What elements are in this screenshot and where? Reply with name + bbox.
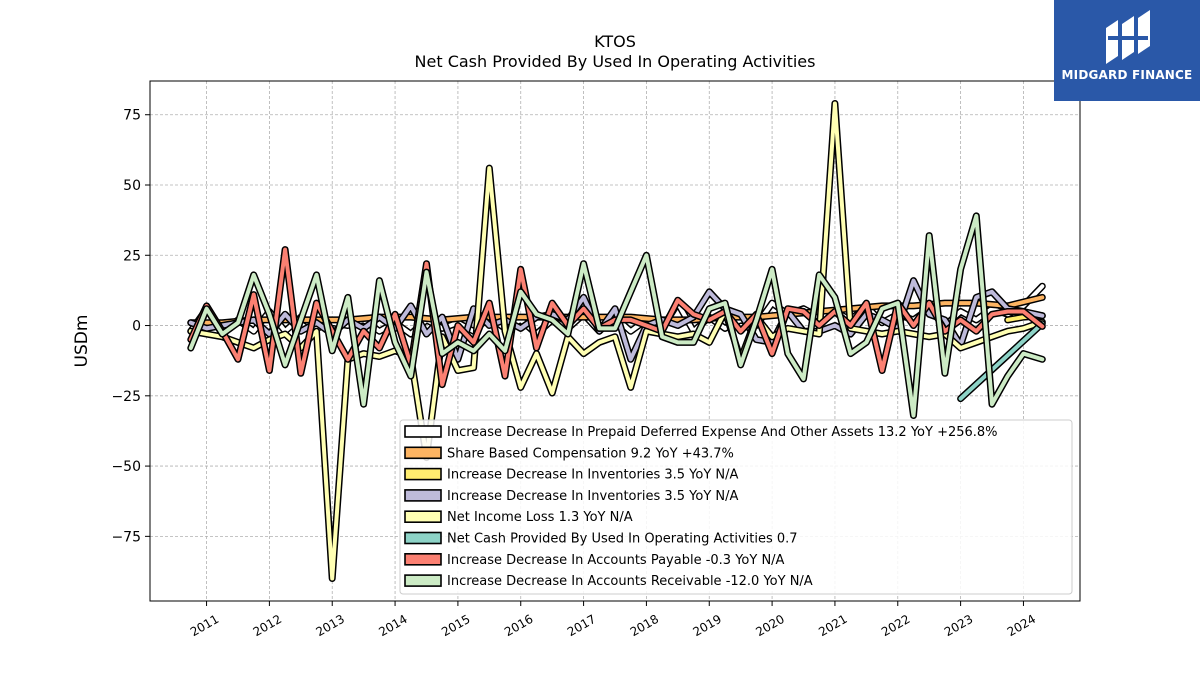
legend-label-7: Increase Decrease In Accounts Receivable…: [447, 574, 813, 589]
chart-title: KTOS: [594, 32, 636, 51]
legend-label-3: Increase Decrease In Inventories 3.5 YoY…: [447, 489, 739, 504]
series-line-4: [188, 101, 1045, 581]
series-line-7: [188, 213, 1045, 418]
y-tick-label: 75: [123, 108, 141, 124]
legend-label-0: Increase Decrease In Prepaid Deferred Ex…: [447, 425, 998, 440]
grid: [150, 81, 1080, 601]
series-line-5: [958, 321, 1045, 401]
y-tick-label: −25: [111, 389, 141, 405]
midgard-logo-icon: [1106, 10, 1150, 64]
legend-swatch-0: [404, 425, 442, 438]
legend-swatch-7: [404, 574, 442, 587]
series-lines: [187, 100, 1046, 582]
legend-swatch-4: [404, 510, 442, 524]
legend-swatch-6: [404, 552, 442, 566]
legend-swatch-2: [404, 467, 442, 481]
y-tick-label: 25: [123, 248, 141, 264]
y-axis-label: USDm: [72, 315, 92, 368]
y-tick-label: −50: [111, 459, 141, 475]
y-tick-label: 50: [123, 178, 141, 194]
legend-swatch-1: [404, 446, 442, 460]
chart-subtitle: Net Cash Provided By Used In Operating A…: [414, 52, 816, 71]
legend: Increase Decrease In Prepaid Deferred Ex…: [399, 419, 1073, 595]
legend-label-1: Share Based Compensation 9.2 YoY +43.7%: [447, 446, 734, 461]
legend-swatch-3: [404, 489, 442, 502]
legend-label-5: Net Cash Provided By Used In Operating A…: [447, 532, 798, 547]
watermark-text: MIDGARD FINANCE: [1061, 68, 1193, 82]
legend-label-6: Increase Decrease In Accounts Payable -0…: [447, 553, 785, 568]
legend-box: [399, 419, 1073, 595]
y-tick-label: 0: [132, 319, 141, 335]
legend-label-4: Net Income Loss 1.3 YoY N/A: [447, 510, 633, 525]
y-tick-label: −75: [111, 529, 141, 545]
legend-swatch-5: [404, 531, 442, 545]
legend-label-2: Increase Decrease In Inventories 3.5 YoY…: [447, 468, 739, 483]
plot-frame: [149, 80, 1081, 602]
watermark-logo: MIDGARD FINANCE: [1054, 0, 1200, 101]
